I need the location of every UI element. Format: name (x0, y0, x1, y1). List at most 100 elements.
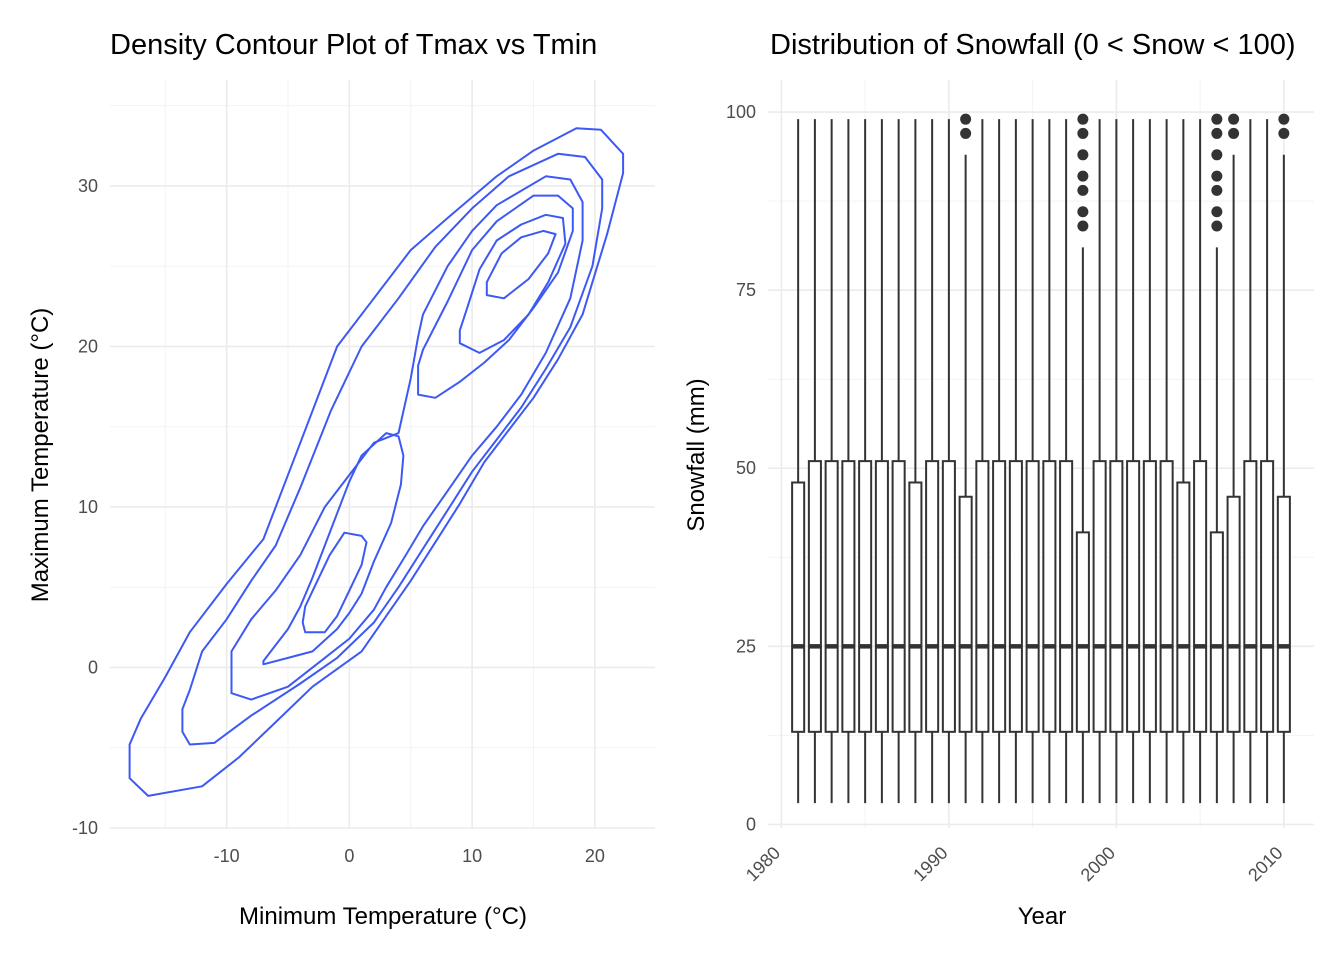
iqr-box (841, 460, 856, 733)
boxplot-1986 (874, 119, 889, 804)
contour-grid (110, 80, 655, 829)
contour-line-level-6 (485, 229, 557, 300)
contour-x-tick-label: 10 (462, 846, 482, 866)
contour-line-level-1 (128, 127, 625, 797)
iqr-box (1042, 460, 1057, 733)
boxplot-1995 (1025, 119, 1040, 804)
outlier-point (1211, 127, 1223, 139)
boxplot-1985 (858, 119, 873, 804)
contour-line-level-2 (181, 152, 604, 746)
iqr-box (824, 460, 839, 733)
iqr-box (1025, 460, 1040, 733)
boxplot-1984 (841, 119, 856, 804)
iqr-box (1142, 460, 1157, 733)
outlier-point (1211, 170, 1223, 182)
iqr-box (1243, 460, 1258, 733)
outlier-point (1228, 113, 1240, 125)
iqr-box (925, 460, 940, 733)
boxplot-x-tick-label: 1990 (909, 843, 951, 885)
contour-line-level-3 (230, 175, 584, 701)
outlier-point (1077, 220, 1089, 232)
boxplot-1987 (891, 119, 906, 804)
outlier-point (1228, 127, 1240, 139)
iqr-box (908, 481, 923, 733)
iqr-box (1008, 460, 1023, 733)
boxplot-1993 (992, 119, 1007, 804)
boxplot-y-tick-label: 100 (726, 102, 756, 122)
contour-panel: Density Contour Plot of Tmax vs Tmin -10… (27, 29, 655, 930)
boxplot-1996 (1042, 119, 1057, 804)
outlier-point (1278, 127, 1290, 139)
contour-y-tick-label: 20 (78, 336, 98, 356)
contour-y-ticks: -10 0 10 20 30 (72, 176, 98, 838)
contour-line-level-5 (301, 531, 368, 634)
boxplot-1994 (1008, 119, 1023, 804)
outlier-point (1278, 113, 1290, 125)
iqr-box (1075, 531, 1090, 733)
iqr-box (992, 460, 1007, 733)
boxplot-1999 (1092, 119, 1107, 804)
contour-x-tick-label: -10 (214, 846, 240, 866)
iqr-box (1260, 460, 1275, 733)
boxplot-y-tick-label: 75 (736, 280, 756, 300)
outlier-point (1211, 149, 1223, 161)
boxplot-1988 (908, 119, 923, 804)
boxplot-2003 (1159, 119, 1174, 804)
contour-x-tick-label: 0 (344, 846, 354, 866)
boxplot-1982 (807, 119, 822, 804)
boxplot-1981 (791, 119, 806, 804)
boxplot-x-tick-label: 2010 (1244, 843, 1286, 885)
iqr-box (941, 460, 956, 733)
iqr-box (1126, 460, 1141, 733)
boxplot-x-ticks: 1980 1990 2000 2010 (742, 843, 1287, 885)
outlier-point (1077, 184, 1089, 196)
outlier-point (1211, 113, 1223, 125)
boxplot-2001 (1126, 119, 1141, 804)
outlier-point (1077, 113, 1089, 125)
boxplot-2000 (1109, 119, 1124, 804)
contour-x-axis-title: Minimum Temperature (°C) (239, 903, 527, 930)
contour-lines (128, 127, 625, 797)
contour-y-tick-label: -10 (72, 818, 98, 838)
iqr-box (874, 460, 889, 733)
outlier-point (1077, 170, 1089, 182)
iqr-box (1193, 460, 1208, 733)
iqr-box (958, 495, 973, 733)
outlier-point (1211, 220, 1223, 232)
outlier-point (960, 127, 972, 139)
boxplot-2007 (1226, 113, 1241, 804)
contour-x-ticks: -10 0 10 20 (214, 846, 605, 866)
iqr-box (1226, 495, 1241, 733)
boxplots (791, 113, 1291, 804)
boxplot-1991 (958, 113, 973, 804)
boxplot-2004 (1176, 119, 1191, 804)
outlier-point (1077, 149, 1089, 161)
contour-line-level-4 (417, 194, 574, 399)
contour-y-tick-label: 10 (78, 497, 98, 517)
boxplot-1990 (941, 119, 956, 804)
boxplot-2005 (1193, 119, 1208, 804)
iqr-box (858, 460, 873, 733)
iqr-box (1176, 481, 1191, 733)
contour-y-tick-label: 0 (88, 657, 98, 677)
boxplot-x-tick-label: 2000 (1077, 843, 1119, 885)
iqr-box (1092, 460, 1107, 733)
boxplot-1998 (1075, 113, 1090, 804)
contour-y-tick-label: 30 (78, 176, 98, 196)
iqr-box (1209, 531, 1224, 733)
contour-line-level-4 (262, 432, 405, 666)
outlier-point (1211, 184, 1223, 196)
iqr-box (1276, 495, 1291, 733)
contour-title: Density Contour Plot of Tmax vs Tmin (110, 29, 597, 61)
boxplot-2006 (1209, 113, 1224, 804)
contour-x-tick-label: 20 (585, 846, 605, 866)
outlier-point (960, 113, 972, 125)
iqr-box (975, 460, 990, 733)
outlier-point (1077, 206, 1089, 218)
boxplot-y-tick-label: 50 (736, 458, 756, 478)
boxplot-y-ticks: 0 25 50 75 100 (726, 102, 756, 834)
boxplot-2009 (1260, 119, 1275, 804)
boxplot-title: Distribution of Snowfall (0 < Snow < 100… (770, 29, 1296, 61)
boxplot-2010 (1276, 113, 1291, 804)
